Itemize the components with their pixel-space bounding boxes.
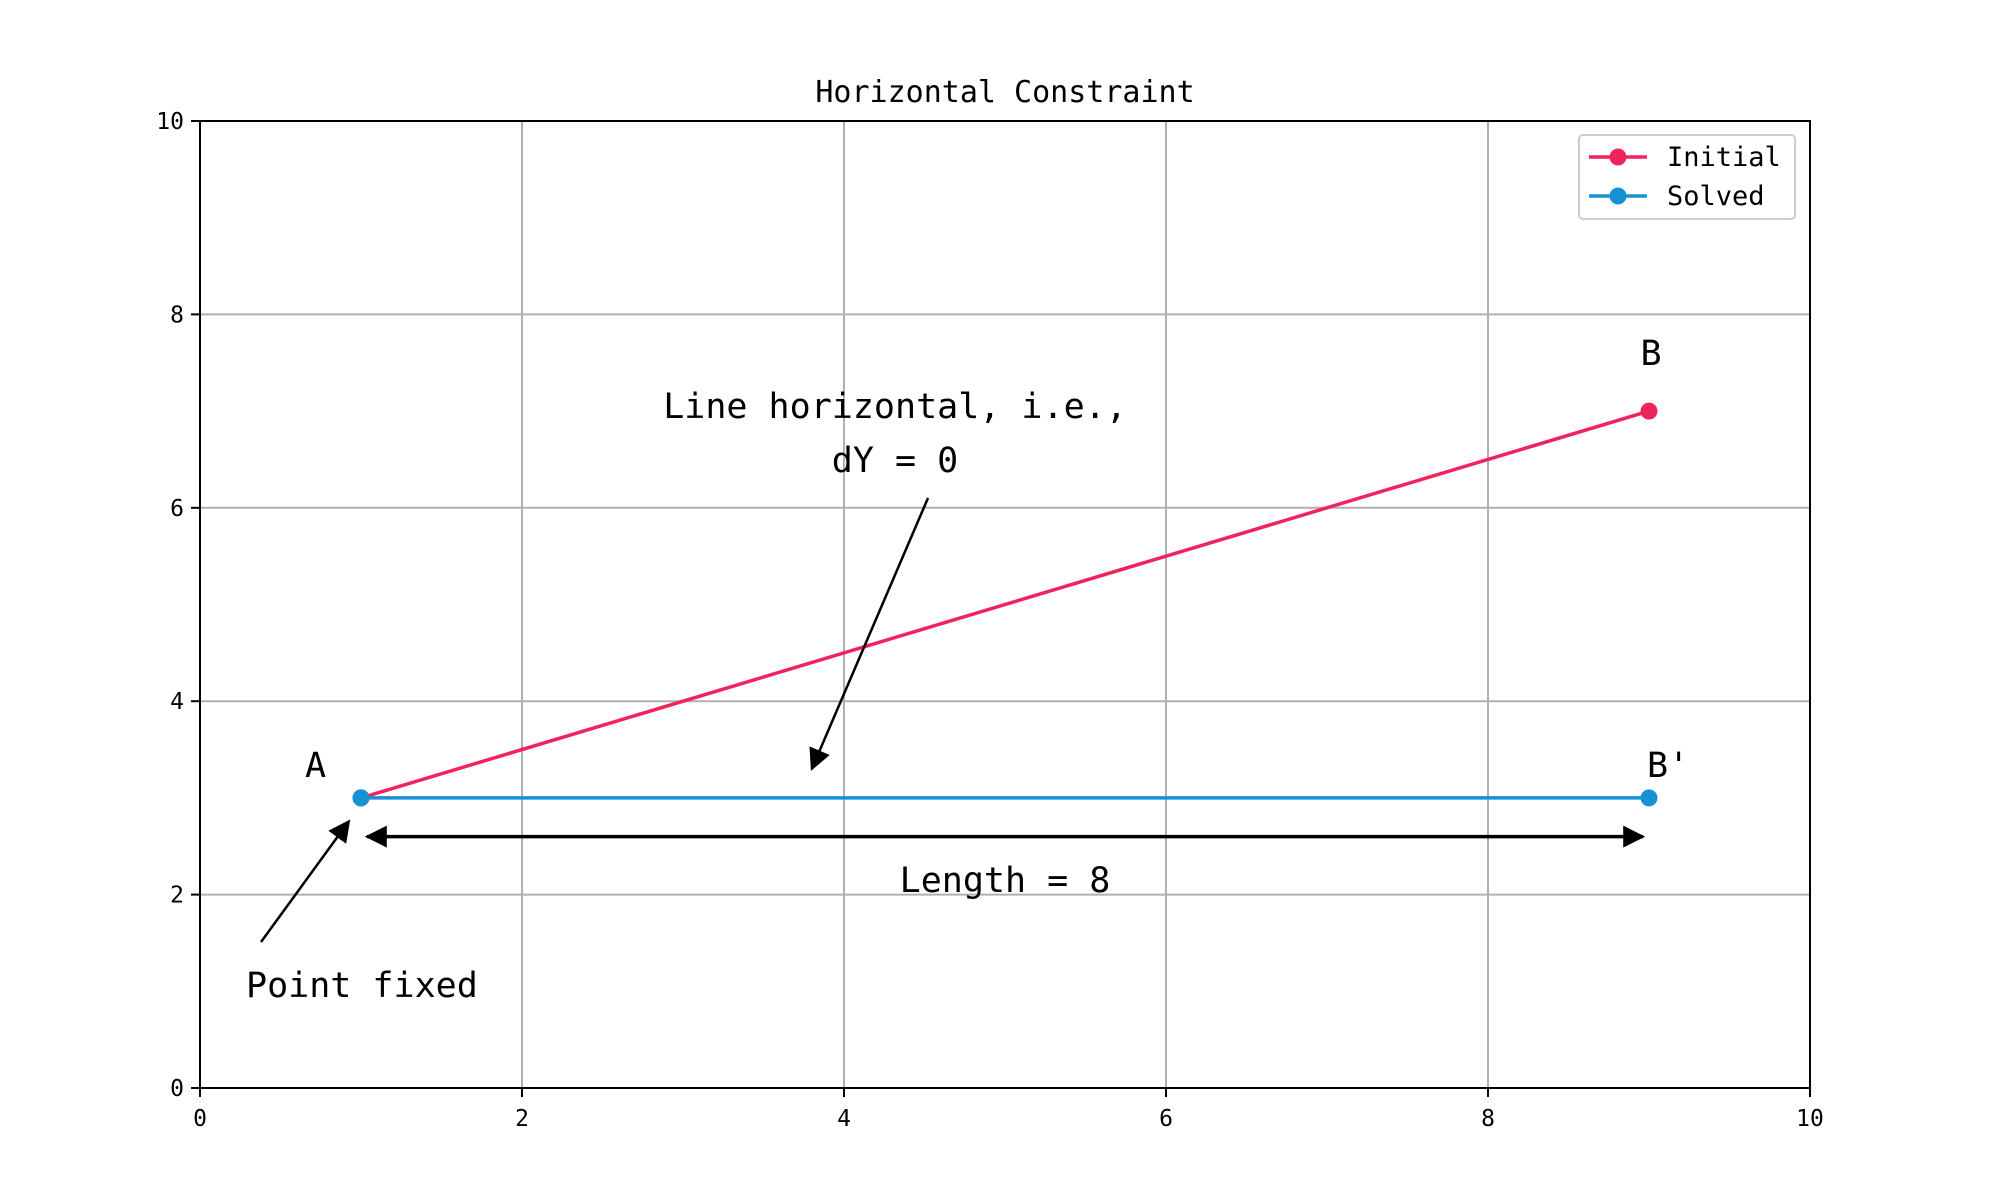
horizontal-note-arrow [809, 497, 930, 771]
y-tick-label: 10 [156, 109, 184, 135]
series-layer [352, 402, 1658, 807]
chart-title: Horizontal Constraint [815, 75, 1194, 110]
legend-label-initial: Initial [1667, 142, 1781, 173]
x-tick-label: 2 [515, 1106, 529, 1132]
data-point-solved [352, 789, 370, 807]
fixed-note-label: Point fixed [246, 966, 478, 1006]
ticks-layer: 0 2 4 6 8 10 0 2 4 6 8 10 [156, 109, 1824, 1132]
y-tick-label: 4 [170, 689, 184, 715]
legend-label-solved: Solved [1667, 181, 1765, 212]
data-point-solved [1640, 789, 1658, 807]
x-tick-label: 4 [837, 1106, 851, 1132]
x-tick-label: 0 [193, 1106, 207, 1132]
point-label-a: A [305, 746, 326, 786]
data-point-initial [1640, 402, 1658, 420]
plot-frame [199, 120, 1811, 1089]
legend-swatch-marker-initial [1609, 148, 1627, 166]
annotation-layer: A B B' Line horizontal, i.e., dY = 0 Point fi… [246, 334, 1689, 1006]
y-tick-label: 8 [170, 302, 184, 328]
y-tick-label: 2 [170, 883, 184, 909]
horizontal-note-line-1: Line horizontal, i.e., [663, 387, 1127, 427]
series-line-initial [360, 409, 1650, 800]
y-tick-label: 6 [170, 496, 184, 522]
x-tick-label: 8 [1481, 1106, 1495, 1132]
length-label: Length = 8 [900, 861, 1111, 901]
fixed-note-arrow [259, 819, 351, 943]
legend: Initial Solved [1578, 134, 1796, 220]
point-label-b-prime: B' [1647, 746, 1689, 786]
horizontal-note-line-2: dY = 0 [832, 441, 958, 481]
legend-swatch-marker-solved [1609, 187, 1627, 205]
y-tick-label: 0 [170, 1076, 184, 1102]
x-tick-label: 10 [1796, 1106, 1824, 1132]
x-tick-label: 6 [1159, 1106, 1173, 1132]
point-label-b: B [1640, 334, 1661, 374]
